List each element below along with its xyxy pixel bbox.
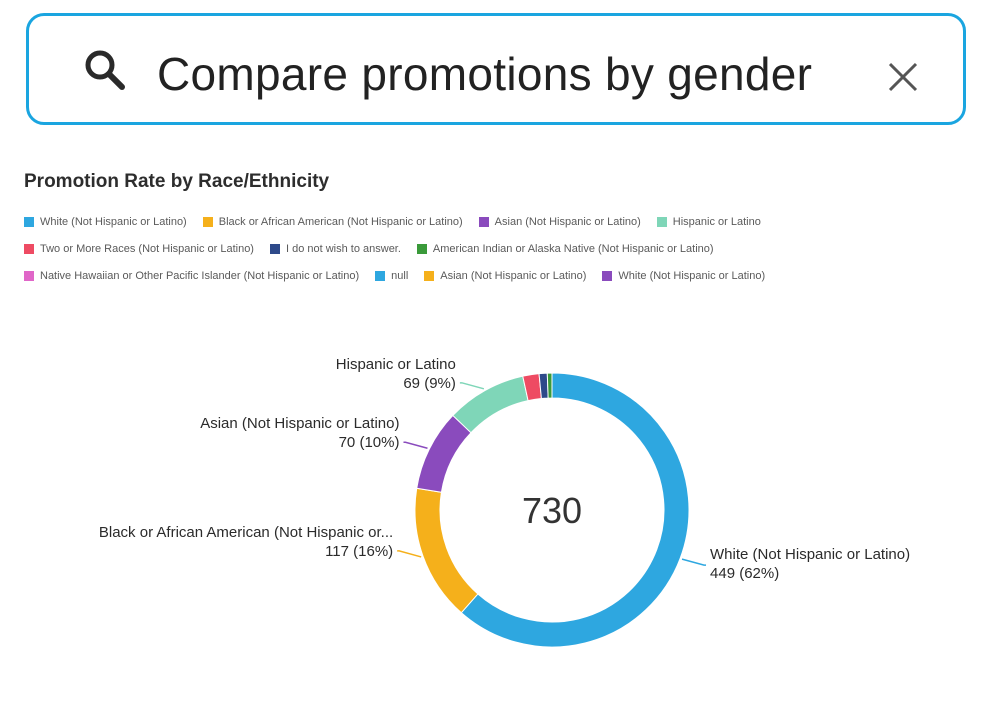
chart-title: Promotion Rate by Race/Ethnicity — [24, 171, 330, 192]
legend-label: Hispanic or Latino — [672, 215, 761, 228]
donut-slice[interactable] — [460, 372, 690, 648]
legend-row: Native Hawaiian or Other Pacific Islande… — [24, 262, 964, 289]
slice-data-label: Hispanic or Latino — [336, 356, 456, 373]
label-leader-line — [397, 550, 422, 558]
legend-item[interactable]: White (Not Hispanic or Latino) — [24, 216, 187, 228]
legend-swatch — [424, 270, 435, 281]
legend-swatch — [269, 243, 280, 254]
legend-row: White (Not Hispanic or Latino) Black or A… — [24, 208, 964, 235]
slice-data-label: White (Not Hispanic or Latino) — [710, 546, 910, 563]
legend-item[interactable]: White (Not Hispanic or Latino) — [602, 270, 765, 282]
label-leader-line — [403, 441, 428, 449]
legend-label: White (Not Hispanic or Latino) — [618, 269, 766, 282]
legend-item[interactable]: Asian (Not Hispanic or Latino) — [478, 215, 641, 228]
legend-swatch — [24, 243, 34, 254]
search-bar[interactable]: Compare promotions by gender — [26, 13, 966, 125]
legend-item[interactable]: Black or African American (Not Hispanic … — [202, 215, 463, 228]
donut-slice[interactable] — [452, 375, 529, 434]
legend-label: Black or African American (Not Hispanic … — [218, 215, 463, 228]
legend-label: Asian (Not Hispanic or Latino) — [440, 269, 587, 282]
legend-swatch — [375, 270, 386, 281]
slice-data-label: 449 (62%) — [710, 565, 779, 582]
donut-total-label: 730 — [522, 490, 582, 531]
legend-label: null — [391, 269, 409, 282]
slice-data-label: Asian (Not Hispanic or Latino) — [200, 415, 399, 432]
donut-slice[interactable] — [414, 487, 479, 614]
legend-item[interactable]: Asian (Not Hispanic or Latino) — [424, 270, 586, 282]
legend-label: I do not wish to answer. — [285, 242, 401, 255]
legend-label: American Indian or Alaska Native (Not Hi… — [432, 242, 714, 255]
legend-label: Asian (Not Hispanic or Latino) — [494, 215, 641, 228]
legend-item[interactable]: Native Hawaiian or Other Pacific Islande… — [24, 270, 359, 282]
legend-swatch — [24, 216, 34, 227]
label-leader-line — [681, 558, 707, 566]
legend-swatch — [478, 216, 489, 227]
slice-data-label: 70 (10%) — [339, 434, 400, 451]
chart-legend: White (Not Hispanic or Latino) Black or A… — [24, 208, 964, 289]
slice-data-label: 117 (16%) — [325, 543, 393, 560]
legend-item[interactable]: Two or More Races (Not Hispanic or Latin… — [24, 243, 254, 255]
donut-slice[interactable] — [416, 414, 472, 493]
close-icon[interactable] — [886, 60, 920, 94]
legend-item[interactable]: American Indian or Alaska Native (Not Hi… — [416, 242, 714, 255]
donut-chart: White (Not Hispanic or Latino) 449 (62%) B… — [99, 356, 910, 648]
legend-label: White (Not Hispanic or Latino) — [40, 215, 187, 228]
legend-swatch — [416, 243, 427, 254]
label-leader-line — [459, 382, 485, 390]
donut-slice[interactable] — [546, 372, 553, 399]
search-icon — [85, 50, 125, 90]
slice-data-label: 69 (9%) — [403, 375, 456, 392]
legend-label: Native Hawaiian or Other Pacific Islande… — [40, 269, 360, 282]
legend-label: Two or More Races (Not Hispanic or Latin… — [40, 242, 254, 255]
legend-swatch — [202, 216, 213, 227]
legend-swatch — [602, 270, 613, 281]
legend-row: Two or More Races (Not Hispanic or Latin… — [24, 235, 964, 262]
legend-swatch — [24, 270, 34, 281]
legend-item[interactable]: Hispanic or Latino — [656, 215, 761, 228]
legend-item[interactable]: null — [375, 270, 408, 282]
legend-item[interactable]: I do not wish to answer. — [269, 242, 401, 255]
search-input[interactable]: Compare promotions by gender — [157, 48, 813, 100]
legend-swatch — [656, 216, 667, 227]
slice-data-label: Black or African American (Not Hispanic … — [99, 524, 393, 541]
